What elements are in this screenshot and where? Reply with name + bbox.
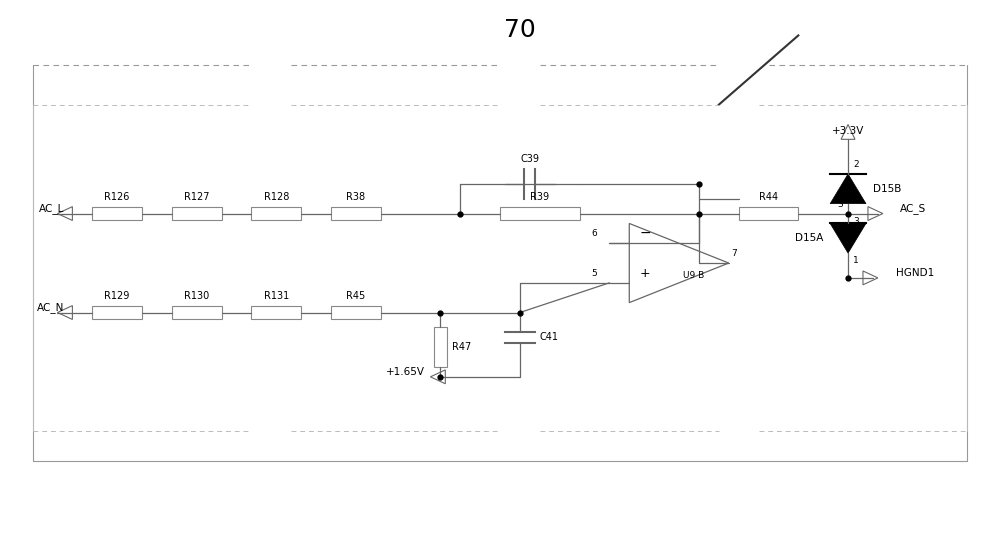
Text: C41: C41 [540, 332, 559, 342]
Bar [434, 327, 447, 367]
Bar [92, 207, 142, 220]
Polygon shape [830, 223, 866, 253]
Text: U9 B: U9 B [683, 271, 705, 280]
Bar [172, 306, 222, 319]
Text: R127: R127 [184, 192, 209, 201]
Text: +: + [639, 267, 650, 280]
Text: R44: R44 [759, 192, 778, 201]
Text: R128: R128 [264, 192, 289, 201]
Bar [739, 207, 798, 220]
Bar [251, 306, 301, 319]
Text: R129: R129 [104, 290, 130, 301]
Text: 5: 5 [592, 269, 597, 278]
Text: R126: R126 [104, 192, 130, 201]
Text: D15B: D15B [873, 184, 901, 194]
Bar [92, 306, 142, 319]
Text: D15A: D15A [795, 233, 823, 243]
Text: R38: R38 [346, 192, 365, 201]
Bar [500, 207, 580, 220]
Polygon shape [830, 174, 866, 204]
Text: +1.65V: +1.65V [386, 367, 425, 377]
Text: −: − [639, 227, 651, 240]
Text: 1: 1 [853, 256, 859, 265]
Text: R47: R47 [452, 342, 471, 352]
Text: 2: 2 [853, 160, 859, 169]
Text: 7: 7 [732, 249, 737, 258]
Text: AC_S: AC_S [900, 203, 926, 214]
Text: AC_L: AC_L [39, 203, 64, 214]
Bar [331, 207, 381, 220]
Bar [331, 306, 381, 319]
Text: +3.3V: +3.3V [832, 126, 864, 136]
Text: 70: 70 [504, 19, 536, 43]
Text: C39: C39 [520, 154, 539, 164]
Text: 3: 3 [853, 216, 859, 225]
Text: R39: R39 [530, 192, 549, 201]
Text: R45: R45 [346, 290, 365, 301]
Text: AC_N: AC_N [37, 302, 64, 313]
Text: R131: R131 [264, 290, 289, 301]
Text: 6: 6 [592, 229, 597, 238]
Text: 3: 3 [837, 200, 843, 208]
Text: HGND1: HGND1 [896, 268, 934, 278]
Text: R130: R130 [184, 290, 209, 301]
Bar [172, 207, 222, 220]
Bar [251, 207, 301, 220]
